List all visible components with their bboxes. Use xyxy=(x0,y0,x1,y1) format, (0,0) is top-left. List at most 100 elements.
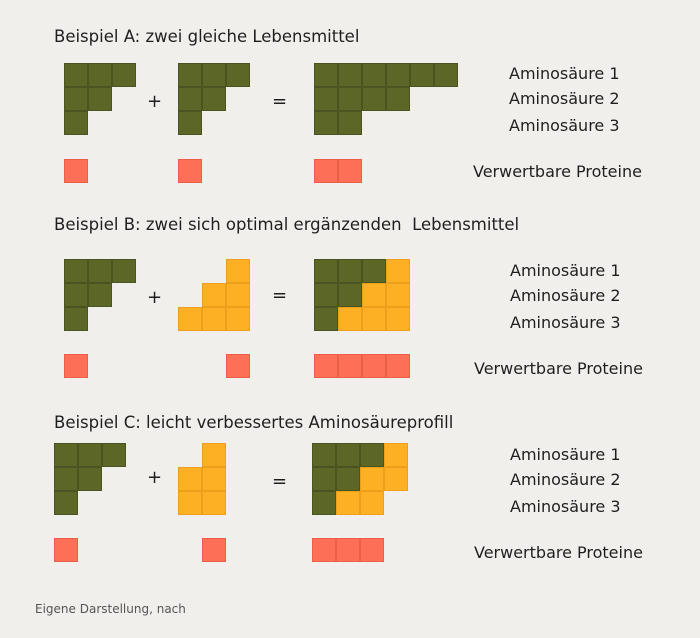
amino-block xyxy=(386,63,410,87)
amino-block xyxy=(178,63,202,87)
example-c-title: Beispiel C: leicht verbessertes Aminosäu… xyxy=(54,413,454,432)
amino-block xyxy=(64,283,88,307)
protein-block xyxy=(362,354,386,378)
protein-block xyxy=(202,538,226,562)
complement-block xyxy=(178,467,202,491)
amino-block xyxy=(178,87,202,111)
example-a-amino-label-3: Aminosäure 3 xyxy=(509,116,620,135)
amino-block xyxy=(202,87,226,111)
example-b-amino-label-2: Aminosäure 2 xyxy=(510,286,621,305)
example-b-plus-sign: + xyxy=(147,287,163,308)
source-note: Eigene Darstellung, nach xyxy=(35,602,186,616)
complement-block xyxy=(202,467,226,491)
amino-block xyxy=(64,111,88,135)
amino-block xyxy=(314,283,338,307)
complement-block xyxy=(338,307,362,331)
complement-block xyxy=(386,259,410,283)
amino-block xyxy=(312,443,336,467)
amino-block xyxy=(336,467,360,491)
amino-block xyxy=(112,63,136,87)
example-a-amino-label-2: Aminosäure 2 xyxy=(509,89,620,108)
amino-block xyxy=(64,63,88,87)
complement-block xyxy=(362,307,386,331)
complement-block xyxy=(386,307,410,331)
amino-block xyxy=(88,283,112,307)
example-c-amino-label-2: Aminosäure 2 xyxy=(510,470,621,489)
amino-block xyxy=(314,63,338,87)
amino-block xyxy=(202,63,226,87)
protein-block xyxy=(360,538,384,562)
amino-block xyxy=(54,467,78,491)
amino-block xyxy=(410,63,434,87)
complement-block xyxy=(362,283,386,307)
example-c-amino-label-3: Aminosäure 3 xyxy=(510,497,621,516)
amino-block xyxy=(314,111,338,135)
example-c-equals-sign: = xyxy=(272,471,288,492)
example-b-equals-sign: = xyxy=(272,285,288,306)
complement-block xyxy=(360,491,384,515)
protein-block xyxy=(314,159,338,183)
amino-block xyxy=(362,63,386,87)
amino-block xyxy=(338,283,362,307)
protein-block xyxy=(64,159,88,183)
amino-block xyxy=(338,87,362,111)
amino-block xyxy=(362,87,386,111)
amino-block xyxy=(64,259,88,283)
amino-block xyxy=(336,443,360,467)
amino-block xyxy=(360,443,384,467)
complement-block xyxy=(336,491,360,515)
amino-block xyxy=(178,111,202,135)
amino-block xyxy=(312,467,336,491)
amino-block xyxy=(78,467,102,491)
complement-block xyxy=(384,443,408,467)
amino-block xyxy=(338,63,362,87)
amino-block xyxy=(226,63,250,87)
amino-block xyxy=(314,307,338,331)
example-a-plus-sign: + xyxy=(147,91,163,112)
complement-block xyxy=(202,283,226,307)
protein-block xyxy=(312,538,336,562)
example-a-protein-label: Verwertbare Proteine xyxy=(473,162,642,181)
complement-block xyxy=(384,467,408,491)
amino-block xyxy=(362,259,386,283)
protein-block xyxy=(314,354,338,378)
amino-block xyxy=(386,87,410,111)
protein-block xyxy=(64,354,88,378)
amino-block xyxy=(78,443,102,467)
complement-block xyxy=(226,307,250,331)
amino-block xyxy=(64,307,88,331)
complement-block xyxy=(202,307,226,331)
example-a-equals-sign: = xyxy=(272,91,288,112)
amino-block xyxy=(314,259,338,283)
example-b-title: Beispiel B: zwei sich optimal ergänzende… xyxy=(54,215,520,234)
amino-block xyxy=(314,87,338,111)
protein-block xyxy=(226,354,250,378)
amino-block xyxy=(88,63,112,87)
example-b-protein-label: Verwertbare Proteine xyxy=(474,359,643,378)
amino-block xyxy=(338,259,362,283)
complement-block xyxy=(178,491,202,515)
amino-block xyxy=(88,87,112,111)
amino-block xyxy=(338,111,362,135)
protein-block xyxy=(54,538,78,562)
complement-block xyxy=(202,491,226,515)
complement-block xyxy=(226,259,250,283)
protein-block xyxy=(338,159,362,183)
complement-block xyxy=(202,443,226,467)
example-c-protein-label: Verwertbare Proteine xyxy=(474,543,643,562)
amino-block xyxy=(54,491,78,515)
amino-block xyxy=(434,63,458,87)
protein-block xyxy=(336,538,360,562)
protein-block xyxy=(386,354,410,378)
complement-block xyxy=(360,467,384,491)
amino-block xyxy=(312,491,336,515)
amino-block xyxy=(64,87,88,111)
protein-block xyxy=(338,354,362,378)
complement-block xyxy=(226,283,250,307)
example-c-amino-label-1: Aminosäure 1 xyxy=(510,445,621,464)
example-a-amino-label-1: Aminosäure 1 xyxy=(509,64,620,83)
amino-block xyxy=(102,443,126,467)
example-b-amino-label-1: Aminosäure 1 xyxy=(510,261,621,280)
example-c-plus-sign: + xyxy=(147,467,163,488)
example-b-amino-label-3: Aminosäure 3 xyxy=(510,313,621,332)
